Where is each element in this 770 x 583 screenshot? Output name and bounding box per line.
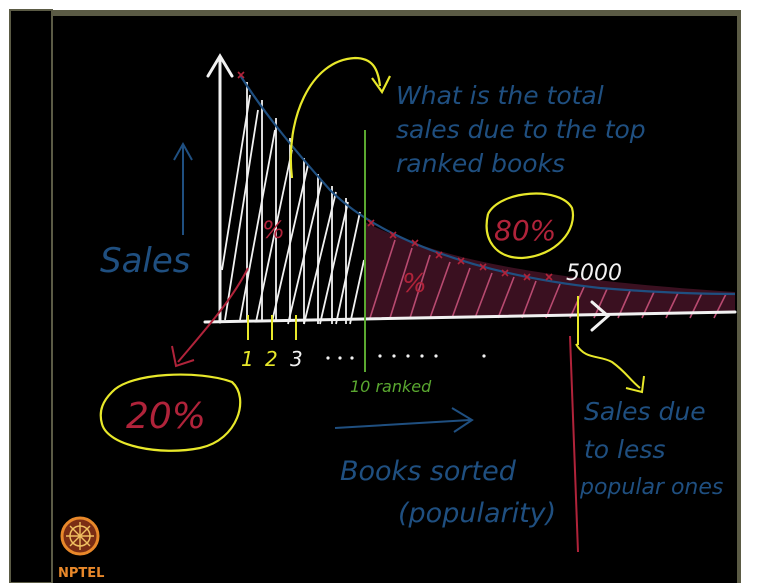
sales-up-arrow-icon xyxy=(173,141,193,235)
top-ten-label: 10 ranked xyxy=(350,377,432,396)
axes xyxy=(203,53,737,332)
rank-ellipsis-dots xyxy=(326,354,486,360)
x-axis-arrow-icon xyxy=(590,300,611,332)
question-pointer-arrow-icon xyxy=(289,56,391,179)
question-line-3: ranked books xyxy=(396,149,565,178)
head-share-circle xyxy=(99,373,242,452)
distribution-curve xyxy=(239,74,736,296)
question-line-2: sales due to the top xyxy=(396,115,646,144)
y-axis-arrow-icon xyxy=(206,53,234,78)
board-left-bar xyxy=(9,9,53,583)
tail-pointer-arrow-icon xyxy=(575,343,645,394)
sample-point-marks xyxy=(237,71,553,281)
head-share-label: 20% xyxy=(126,396,206,437)
rank-tick-2: 2 xyxy=(265,347,278,371)
tail-explanation-line-1: Sales due xyxy=(584,397,706,426)
tail-divider xyxy=(569,335,579,553)
head-hatch-region xyxy=(221,82,365,325)
x-axis-line xyxy=(203,310,737,324)
board-top-edge xyxy=(10,10,740,16)
nptel-logo-text: NPTEL xyxy=(58,566,104,581)
tail-region-percent-mark: % xyxy=(402,269,427,299)
head-pointer-arrow-icon xyxy=(171,267,249,368)
total-books-label: 5000 xyxy=(566,261,622,286)
sorted-right-arrow-icon xyxy=(334,407,474,433)
tail-hatch-region xyxy=(365,222,735,319)
tail-explanation-line-3: popular ones xyxy=(579,475,723,500)
tail-share-label: 80% xyxy=(494,214,556,247)
rank-tick-3: 3 xyxy=(290,347,303,371)
head-region-percent-mark: % xyxy=(262,216,285,244)
question-line-1: What is the total xyxy=(396,81,604,110)
nptel-logo: NPTEL xyxy=(58,516,104,581)
rank-tick-marks xyxy=(247,296,579,345)
y-axis-label: Sales xyxy=(100,241,191,281)
tail-explanation-line-2: to less xyxy=(584,435,665,464)
x-axis-label-line-2: (popularity) xyxy=(398,498,556,529)
tail-share-circle xyxy=(485,192,575,260)
board-right-edge xyxy=(737,10,741,583)
x-axis-label-line-1: Books sorted xyxy=(340,456,517,487)
rank-tick-1: 1 xyxy=(241,347,254,371)
